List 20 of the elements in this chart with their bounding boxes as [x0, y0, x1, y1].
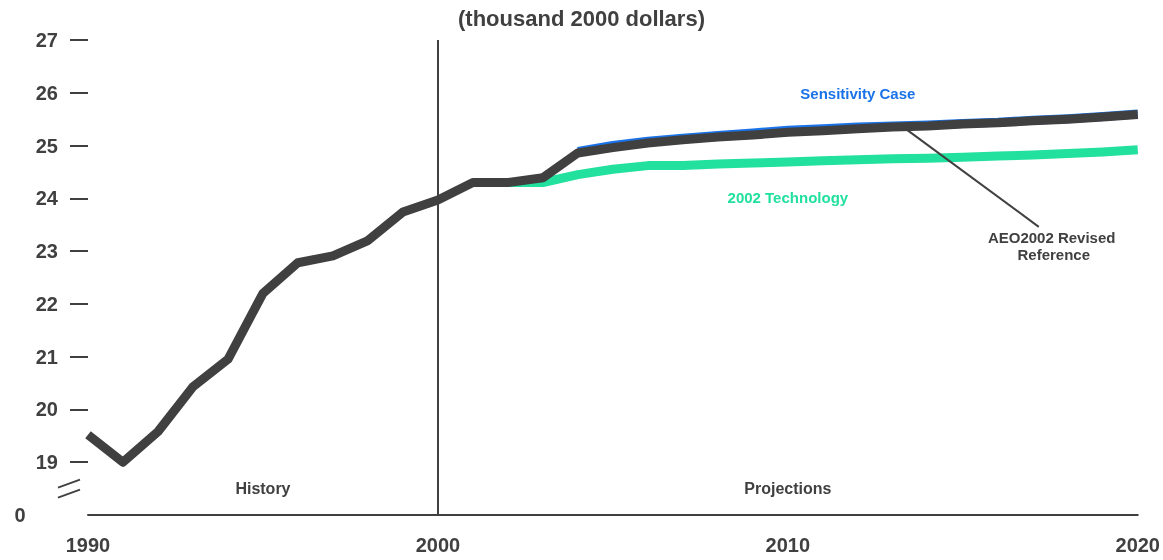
- x-tick-label: 2000: [415, 534, 461, 556]
- x-tick-label: 2020: [1115, 534, 1160, 556]
- y-tick-label: 25: [35, 134, 58, 157]
- annotation: History: [235, 480, 291, 498]
- chart-title: (thousand 2000 dollars): [458, 5, 705, 31]
- y-tick-label: 26: [35, 81, 58, 104]
- text: AEO2002 Revised Reference: [987, 228, 1120, 263]
- y-tick-label: 27: [35, 29, 58, 51]
- text: 0: [14, 504, 26, 526]
- series-label: 2002 Technology: [727, 189, 849, 207]
- annotation: Projections: [744, 480, 832, 498]
- y-tick-label: 21: [35, 345, 58, 368]
- x-tick-label: 2010: [765, 534, 811, 556]
- y-tick-label: 24: [35, 187, 59, 210]
- y-tick-label: 20: [35, 398, 58, 421]
- series-label: Sensitivity Case: [800, 84, 916, 102]
- y-tick-label: 23: [35, 240, 58, 263]
- y-tick-label: 22: [35, 292, 58, 315]
- y-tick-label: 19: [35, 451, 58, 474]
- x-tick-label: 1990: [65, 534, 111, 556]
